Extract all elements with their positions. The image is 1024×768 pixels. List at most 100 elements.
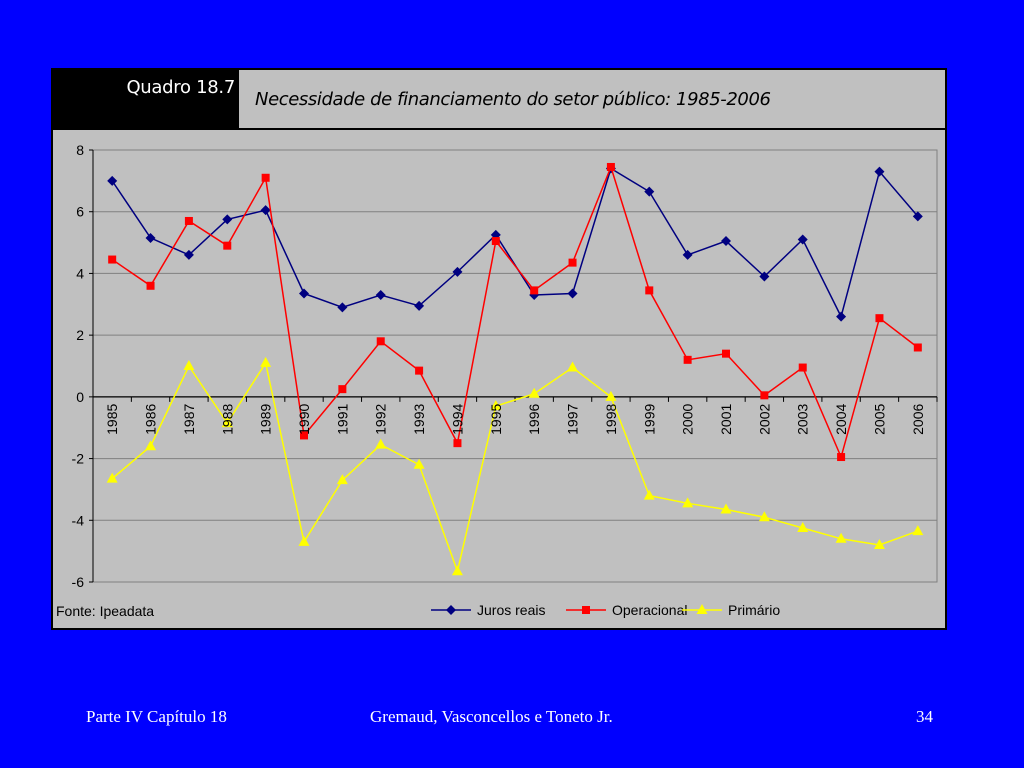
x-tick-label: 1986 (143, 403, 159, 434)
data-point (873, 538, 885, 549)
legend-label: Primário (728, 602, 780, 618)
data-point (414, 300, 425, 311)
data-point (528, 387, 540, 398)
data-point (375, 290, 386, 301)
data-point (912, 525, 924, 536)
data-point (184, 216, 193, 225)
data-point (223, 241, 232, 250)
data-point (106, 472, 118, 483)
x-tick-label: 1992 (373, 403, 389, 434)
footer-authors: Gremaud, Vasconcellos e Toneto Jr. (370, 707, 613, 726)
data-point (645, 286, 654, 295)
data-point (261, 173, 270, 182)
data-point (530, 286, 539, 295)
data-point (338, 385, 347, 394)
data-point (415, 366, 424, 375)
y-tick-label: 8 (76, 142, 84, 158)
data-point (145, 232, 156, 243)
data-point (837, 453, 846, 462)
legend-marker (582, 606, 590, 614)
data-point (644, 186, 655, 197)
data-point (300, 431, 308, 440)
data-point (491, 237, 500, 246)
y-tick-label: 2 (76, 327, 84, 343)
x-tick-label: 2001 (718, 403, 734, 434)
data-point (759, 271, 770, 282)
data-point (260, 356, 272, 367)
data-point (451, 565, 463, 576)
footer-page-number: 34 (916, 707, 933, 726)
data-point (721, 236, 731, 247)
data-point (797, 522, 809, 532)
data-point (183, 360, 195, 370)
x-tick-label: 1997 (565, 403, 581, 434)
data-point (836, 311, 847, 322)
data-point (298, 535, 310, 546)
data-point (682, 249, 693, 260)
x-tick-label: 2003 (795, 403, 811, 434)
data-point (222, 214, 233, 225)
data-point (375, 438, 387, 449)
chart-panel: Quadro 18.7 Necessidade de financiamento… (51, 68, 947, 630)
y-tick-label: -6 (72, 574, 85, 590)
y-tick-label: 0 (76, 389, 84, 405)
y-tick-label: 4 (76, 265, 84, 281)
quadro-label-box: Quadro 18.7 (53, 70, 239, 130)
plot-area (92, 149, 938, 583)
data-point (221, 417, 233, 428)
data-point (874, 166, 885, 177)
data-point (337, 302, 348, 313)
footer-chapter: Parte IV Capítulo 18 (86, 707, 227, 726)
data-point (683, 355, 692, 364)
data-point (452, 266, 463, 277)
data-point (108, 255, 117, 264)
data-point (606, 162, 615, 171)
data-point (760, 391, 769, 400)
data-point (567, 288, 578, 299)
data-point (643, 489, 655, 500)
x-tick-label: 2002 (756, 403, 772, 434)
series-line-3 (111, 360, 919, 574)
legend-marker (446, 605, 456, 615)
x-tick-label: 1994 (449, 403, 465, 434)
legend-label: Operacional (612, 602, 688, 618)
chart-title-box: Necessidade de financiamento do setor pú… (239, 70, 945, 130)
data-point (146, 281, 155, 290)
data-point (722, 349, 730, 358)
legend-label: Juros reais (477, 602, 545, 618)
data-point (835, 532, 847, 543)
data-point (107, 175, 118, 186)
data-point (875, 314, 884, 323)
data-point (453, 439, 462, 448)
x-tick-label: 1987 (181, 403, 197, 434)
y-tick-label: -2 (72, 451, 85, 467)
x-tick-label: 1999 (641, 403, 657, 434)
data-point (913, 343, 922, 352)
data-point (797, 234, 808, 245)
x-tick-label: 2005 (871, 403, 887, 434)
x-tick-label: 2000 (680, 403, 696, 434)
data-point (260, 205, 271, 216)
data-point (758, 511, 770, 522)
x-tick-label: 1991 (334, 403, 350, 434)
data-point (682, 497, 694, 508)
line-chart: 8 6 4 2 0 -2 -4 -6 1985 1986 1987 1988 1989 1990 1991 1… (56, 142, 938, 619)
data-point (605, 390, 617, 401)
data-point (720, 503, 732, 514)
data-point (490, 400, 502, 411)
x-tick-label: 1985 (104, 403, 120, 434)
x-tick-label: 1998 (603, 403, 619, 434)
x-tick-label: 1990 (296, 403, 312, 434)
x-tick-label: 2006 (910, 403, 926, 434)
x-tick-label: 1989 (258, 403, 274, 434)
data-point (567, 361, 579, 372)
quadro-label: Quadro 18.7 (126, 77, 235, 98)
x-tick-label: 1995 (488, 403, 504, 434)
x-tick-label: 1993 (411, 403, 427, 434)
source-note: Fonte: Ipeadata (56, 603, 154, 619)
x-tick-label: 1996 (526, 403, 542, 434)
data-point (413, 458, 425, 469)
data-point (145, 440, 157, 451)
series-line-2 (111, 164, 919, 460)
